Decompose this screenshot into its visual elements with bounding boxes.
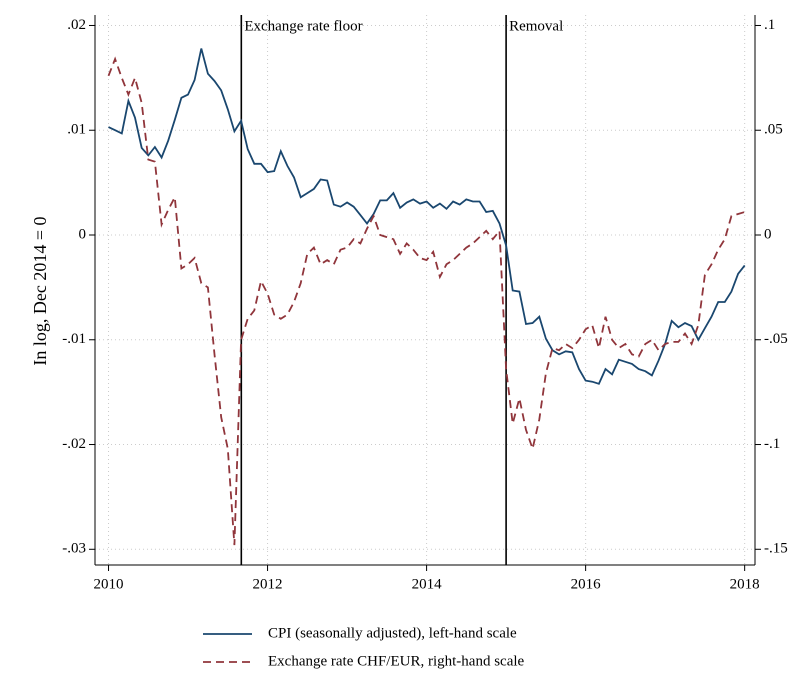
series-line <box>108 48 746 385</box>
y2-tick-label: -.1 <box>764 436 780 452</box>
x-tick-label: 2016 <box>571 576 602 592</box>
x-tick-label: 2018 <box>730 576 760 592</box>
y2-tick-label: -.05 <box>764 331 788 347</box>
annotation: Removal <box>509 18 563 34</box>
y-tick-label: .01 <box>67 122 86 138</box>
y-tick-label: 0 <box>79 226 87 242</box>
x-tick-label: 2014 <box>412 576 443 592</box>
y-tick-label: -.03 <box>62 541 86 557</box>
y2-tick-label: .1 <box>764 17 775 33</box>
x-tick-label: 2010 <box>94 576 124 592</box>
x-tick-label: 2012 <box>253 576 283 592</box>
legend-label: CPI (seasonally adjusted), left-hand sca… <box>268 625 517 641</box>
y2-tick-label: 0 <box>764 226 772 242</box>
y2-tick-label: .05 <box>764 122 783 138</box>
y2-tick-label: -.15 <box>764 541 788 557</box>
y-tick-label: -.02 <box>62 436 86 452</box>
y-tick-label: -.01 <box>62 331 86 347</box>
series-line <box>107 56 745 546</box>
y-tick-label: .02 <box>67 17 86 33</box>
y-axis-label: In log, Dec 2014 = 0 <box>30 216 50 365</box>
legend-label: Exchange rate CHF/EUR, right-hand scale <box>268 653 525 669</box>
annotation: Exchange rate floor <box>244 18 362 34</box>
